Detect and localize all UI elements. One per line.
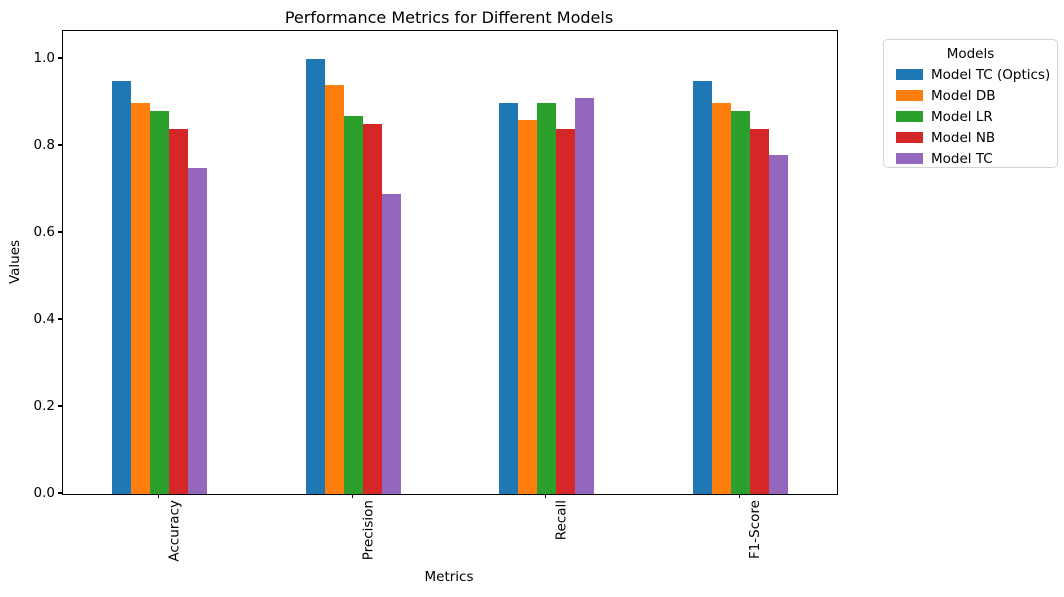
bar-model-tc-f1-score <box>768 154 788 494</box>
bar-model-lr-recall <box>537 102 557 494</box>
y-tick-mark <box>58 492 62 494</box>
legend-label: Model LR <box>931 108 993 125</box>
bar-model-nb-recall <box>556 128 576 494</box>
bar-model-nb-precision <box>362 124 382 494</box>
bar-model-tc-optics--f1-score <box>692 80 712 494</box>
bar-model-tc-optics--recall <box>499 102 519 494</box>
y-tick-label: 0.6 <box>33 224 55 240</box>
legend-label: Model TC <box>931 150 993 167</box>
x-tick-label-precision: Precision <box>360 500 377 561</box>
y-axis-label: Values <box>7 239 24 284</box>
x-tick-label-accuracy: Accuracy <box>166 500 183 562</box>
x-tick-mark <box>351 494 353 498</box>
x-axis-label: Metrics <box>424 569 474 585</box>
y-tick-label: 0.0 <box>33 485 55 501</box>
bar-model-db-f1-score <box>711 102 731 494</box>
bar-model-db-recall <box>518 119 538 494</box>
chart-title: Performance Metrics for Different Models <box>284 8 614 27</box>
legend-item: Model NB <box>884 127 1057 148</box>
y-tick-mark <box>58 144 62 146</box>
x-tick-label-f1-score: F1-Score <box>747 500 764 560</box>
legend-swatch-model-nb <box>896 132 923 143</box>
legend-items: Model TC (Optics) Model DB Model LR Model N… <box>884 64 1057 169</box>
bar-model-db-accuracy <box>131 102 151 494</box>
bar-model-tc-recall <box>575 98 595 494</box>
legend-swatch-model-db <box>896 90 923 101</box>
y-tick-label: 0.4 <box>33 311 55 327</box>
legend-item: Model TC (Optics) <box>884 64 1057 85</box>
x-tick-label-recall: Recall <box>553 500 570 541</box>
legend-swatch-model-tc-optics- <box>896 69 923 80</box>
bar-model-nb-accuracy <box>169 128 189 494</box>
y-tick-label: 1.0 <box>33 50 55 66</box>
bar-model-lr-precision <box>343 115 363 494</box>
y-tick-mark <box>58 405 62 407</box>
legend-item: Model TC <box>884 148 1057 169</box>
bar-model-tc-accuracy <box>188 167 208 494</box>
y-tick-mark <box>58 57 62 59</box>
legend-swatch-model-tc <box>896 153 923 164</box>
legend: Models Model TC (Optics) Model DB Model LR… <box>883 39 1058 168</box>
y-tick-label: 0.8 <box>33 137 55 153</box>
legend-item: Model DB <box>884 85 1057 106</box>
legend-title: Models <box>946 46 995 62</box>
legend-item: Model LR <box>884 106 1057 127</box>
legend-label: Model DB <box>931 87 996 104</box>
legend-label: Model TC (Optics) <box>931 66 1051 83</box>
y-tick-mark <box>58 231 62 233</box>
bar-model-nb-f1-score <box>749 128 769 494</box>
y-tick-mark <box>58 318 62 320</box>
legend-label: Model NB <box>931 129 996 146</box>
y-axis-label-wrap: Values <box>0 30 30 493</box>
plot-area <box>62 30 838 495</box>
bar-model-lr-f1-score <box>730 111 750 494</box>
bar-model-db-precision <box>324 85 344 494</box>
y-tick-label: 0.2 <box>33 398 55 414</box>
bar-model-tc-optics--accuracy <box>112 80 132 494</box>
x-tick-mark <box>738 494 740 498</box>
bar-model-lr-accuracy <box>150 111 170 494</box>
bar-model-tc-optics--precision <box>305 59 325 494</box>
x-tick-mark <box>158 494 160 498</box>
legend-swatch-model-lr <box>896 111 923 122</box>
x-tick-mark <box>545 494 547 498</box>
bar-model-tc-precision <box>381 193 401 494</box>
